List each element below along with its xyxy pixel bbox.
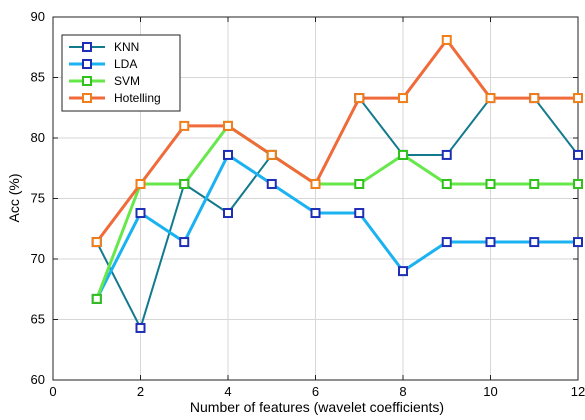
y-tick-label: 70	[31, 251, 45, 266]
data-point-hotelling	[354, 93, 365, 104]
data-point-lda	[310, 208, 321, 219]
data-point-svm	[529, 178, 540, 189]
x-tick-label: 12	[571, 384, 585, 399]
series-line-svm	[95, 124, 578, 300]
legend-marker-hotelling	[82, 93, 92, 103]
data-point-lda	[135, 208, 146, 219]
legend-marker-lda	[82, 59, 92, 69]
y-axis-label: Acc (%)	[6, 174, 22, 223]
data-point-hotelling	[223, 120, 233, 131]
data-point-knn	[135, 322, 146, 333]
data-point-hotelling	[266, 149, 277, 160]
legend-label-svm: SVM	[114, 74, 140, 88]
data-point-svm	[485, 178, 496, 189]
y-tick-label: 60	[31, 372, 45, 387]
y-tick-label: 65	[31, 312, 45, 327]
x-tick-label: 10	[483, 384, 497, 399]
x-axis-label: Number of features (wavelet coefficients…	[190, 399, 444, 415]
x-tick-label: 4	[224, 384, 231, 399]
data-point-hotelling	[310, 178, 321, 189]
data-point-hotelling	[485, 93, 496, 104]
series-layer	[91, 34, 583, 333]
data-point-svm	[354, 178, 365, 189]
data-point-lda	[529, 237, 540, 248]
data-point-lda	[441, 237, 452, 248]
x-tick-label: 6	[312, 384, 319, 399]
series-line-lda	[95, 153, 578, 300]
legend-marker-svm	[82, 76, 92, 86]
data-point-svm	[441, 178, 452, 189]
data-point-knn	[223, 208, 233, 219]
legend-label-hotelling: Hotelling	[114, 91, 161, 105]
legend-label-lda: LDA	[114, 57, 137, 71]
legend-label-knn: KNN	[114, 40, 139, 54]
x-tick-label: 8	[399, 384, 406, 399]
data-point-knn	[573, 149, 583, 160]
data-point-svm	[398, 149, 408, 160]
data-point-lda	[398, 266, 408, 277]
axes-layer: 60 65 70 75 80 85 90 0 2 4 6 8 10 12	[31, 9, 585, 399]
data-point-hotelling	[441, 34, 452, 45]
data-point-hotelling	[529, 93, 540, 104]
x-tick-label: 0	[49, 384, 56, 399]
data-point-hotelling	[179, 120, 190, 131]
data-point-lda	[573, 237, 583, 248]
data-point-svm	[91, 293, 102, 304]
data-point-lda	[354, 208, 365, 219]
data-point-svm	[573, 178, 583, 189]
y-tick-label: 80	[31, 130, 45, 145]
data-point-hotelling	[573, 93, 583, 104]
data-point-hotelling	[91, 237, 102, 248]
y-tick-label: 85	[31, 70, 45, 85]
data-point-knn	[441, 149, 452, 160]
x-tick-label: 2	[137, 384, 144, 399]
legend-marker-knn	[82, 42, 92, 52]
series-line-hotelling	[95, 38, 578, 243]
data-point-lda	[485, 237, 496, 248]
data-point-lda	[179, 237, 190, 248]
data-point-hotelling	[135, 178, 146, 189]
data-point-lda	[223, 149, 233, 160]
y-tick-label: 75	[31, 191, 45, 206]
y-tick-label: 90	[31, 9, 45, 24]
data-point-svm	[179, 178, 190, 189]
legend-layer: KNN LDA SVM Hotelling	[61, 34, 181, 112]
data-point-lda	[266, 178, 277, 189]
data-point-hotelling	[398, 93, 408, 104]
